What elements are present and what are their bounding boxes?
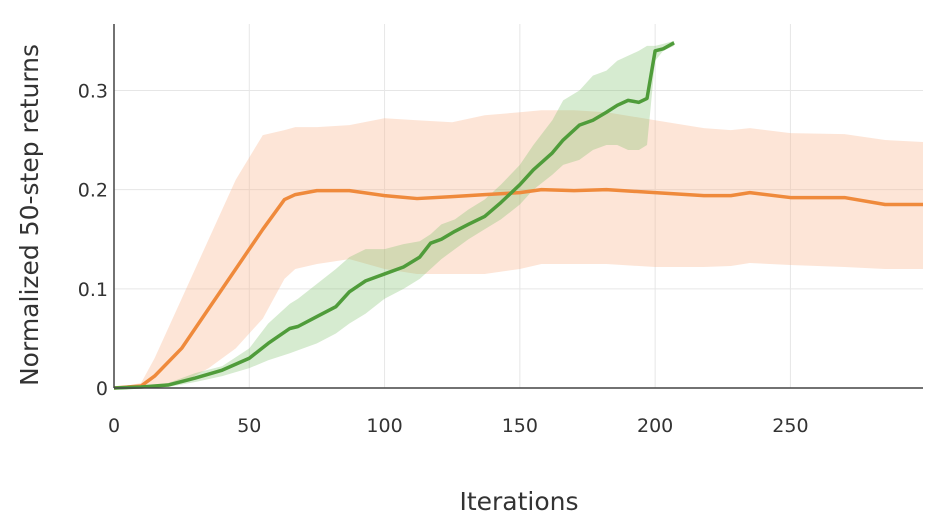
confidence-band: [114, 110, 923, 389]
x-tick-label: 200: [637, 415, 673, 437]
x-axis-title: Iterations: [459, 487, 578, 516]
x-tick-label: 250: [772, 415, 808, 437]
line: [113, 187, 923, 390]
y-tick-label: 0.2: [78, 180, 108, 202]
x-tick-label: 100: [366, 415, 402, 437]
y-tick-label: 0: [96, 378, 108, 400]
x-tick-label: 0: [108, 415, 120, 437]
confidence-band: [114, 40, 675, 389]
x-tick-label: 50: [237, 415, 261, 437]
y-tick-label: 0.1: [78, 279, 108, 301]
y-tick-label: 0.3: [78, 80, 108, 102]
y-axis-title: Normalized 50-step returns: [15, 44, 44, 386]
line: [113, 41, 675, 390]
x-tick-label: 150: [502, 415, 538, 437]
